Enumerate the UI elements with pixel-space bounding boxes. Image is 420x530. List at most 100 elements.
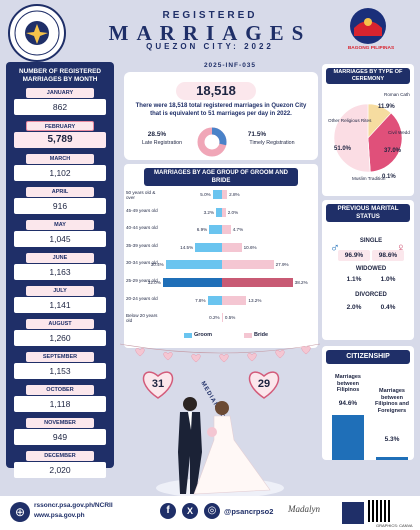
- age-label: 50 years old & over: [126, 190, 156, 201]
- citizenship-b-label: Marriages between Filipinos and Foreigne…: [375, 388, 409, 414]
- age-label: 35-39 years old: [126, 242, 158, 248]
- bride-pct: 38.2%: [294, 280, 308, 285]
- bride-bar: [222, 242, 242, 252]
- single-bride-pct: 98.6%: [372, 250, 404, 261]
- bride-legend-swatch: [244, 333, 252, 338]
- website-2[interactable]: www.psa.gov.ph: [34, 512, 85, 519]
- age-row: 35-39 years old 14.5% 10.6%: [124, 242, 318, 253]
- groom-pct: 32.0%: [147, 280, 161, 285]
- month-value: 1,153: [14, 363, 106, 379]
- month-label: MAY: [26, 220, 94, 230]
- social-handle: @psancrpso2: [224, 507, 274, 516]
- age-row: 25-29 years old 32.0% 38.2%: [124, 278, 318, 288]
- bp-label: BAGONG PILIPINAS: [347, 46, 395, 51]
- summary-text: There were 18,518 total registered marri…: [135, 103, 307, 117]
- month-value: 5,789: [14, 132, 106, 148]
- age-label: 45-49 years old: [126, 207, 158, 213]
- groom-bar: [207, 295, 222, 305]
- globe-icon: ⊕: [10, 502, 30, 522]
- marital-card: [322, 200, 414, 340]
- groom-bar: [165, 260, 222, 270]
- widowed-label: WIDOWED: [355, 266, 387, 272]
- month-value: 949: [14, 429, 106, 445]
- certification-badge: [342, 502, 364, 524]
- citizenship-b-pct: 5.3%: [384, 436, 400, 443]
- divorced-bride-pct: 0.4%: [380, 304, 396, 311]
- month-value: 1,141: [14, 297, 106, 313]
- month-label: APRIL: [26, 187, 94, 197]
- divorced-label: DIVORCED: [355, 292, 387, 298]
- age-row: 40-44 years old 6.9% 4.7%: [124, 225, 318, 235]
- title-line-1: REGISTERED: [162, 10, 258, 21]
- groom-bar: [209, 225, 222, 235]
- marital-title: PREVIOUS MARITAL STATUS: [326, 204, 410, 222]
- month-value: 1,045: [14, 231, 106, 247]
- bride-pct: 27.9%: [275, 262, 289, 268]
- citizenship-title: CITIZENSHIP: [326, 350, 410, 364]
- pie-pct: 0.1%: [382, 174, 396, 180]
- month-label: FEBRUARY: [26, 121, 94, 131]
- groom-pct: 14.5%: [180, 244, 194, 250]
- groom-pct: 30.4%: [150, 262, 164, 268]
- ceremony-title: MARRIAGES BY TYPE OF CEREMONY: [326, 68, 410, 84]
- bride-median-age: 29: [257, 378, 271, 390]
- groom-bar: [195, 242, 222, 252]
- bride-bar: [222, 260, 274, 270]
- groom-bar: [162, 278, 222, 287]
- month-value: 1,163: [14, 264, 106, 280]
- month-label: MARCH: [26, 154, 94, 164]
- age-label: 40-44 years old: [126, 225, 158, 231]
- groom-median-age: 31: [151, 378, 165, 390]
- groom-pct: 3.2%: [203, 209, 215, 215]
- months-title: NUMBER OF REGISTERED MARRIAGES BY MONTH: [18, 68, 102, 83]
- age-group-title: MARRIAGES BY AGE GROUP OF GROOM AND BRID…: [144, 168, 298, 186]
- citizenship-b-bar: [376, 457, 408, 460]
- groom-median-heart: [142, 371, 174, 399]
- month-value: 1,260: [14, 330, 106, 346]
- age-label: Below 20 years old: [126, 313, 158, 324]
- age-label: 25-29 years old: [126, 278, 158, 283]
- website-1[interactable]: rssoncr.psa.gov.ph/NCRII: [34, 502, 113, 509]
- groom-pct: 5.0%: [200, 192, 211, 197]
- couple-illustration: [156, 397, 284, 496]
- signature: Madalyn: [288, 504, 320, 514]
- pie-label: Muslim Tradition: [352, 176, 386, 181]
- groom-legend-swatch: [184, 333, 192, 338]
- title-line-2: MARRIAGES: [108, 21, 312, 45]
- month-label: AUGUST: [26, 319, 94, 329]
- widowed-groom-pct: 1.1%: [346, 276, 362, 283]
- bride-bar: [222, 190, 228, 199]
- female-symbol-icon: ♀: [396, 240, 406, 255]
- bride-pct: 10.6%: [243, 244, 257, 250]
- psa-logo: [8, 4, 66, 62]
- groom-bar: [212, 190, 222, 199]
- pie-pct: 37.0%: [384, 148, 402, 154]
- month-value: 1,118: [14, 396, 106, 412]
- bride-pct: 4.7%: [232, 227, 244, 233]
- age-chart: 50 years old & over 5.0% 2.8% 45-49 years o…: [124, 190, 318, 340]
- qr-code: [368, 500, 390, 522]
- month-value: 1,102: [14, 165, 106, 181]
- month-label: DECEMBER: [26, 451, 94, 461]
- single-groom-pct: 96.9%: [338, 250, 370, 261]
- timely-label: Timely Registration: [249, 140, 295, 146]
- bride-bar: [222, 225, 231, 235]
- month-value: 2,020: [14, 462, 106, 478]
- timely-pct: 71.5%: [247, 131, 267, 138]
- month-value: 862: [14, 99, 106, 115]
- citizenship-a-bar: [332, 414, 364, 460]
- age-label: 20-24 years old: [126, 295, 158, 301]
- facebook-icon[interactable]: f: [160, 503, 176, 519]
- months-panel: NUMBER OF REGISTERED MARRIAGES BY MONTH …: [6, 62, 114, 478]
- age-row: Below 20 years old 0.2% 0.5%: [124, 313, 318, 323]
- age-row: 30-34 years old 30.4% 27.9%: [124, 260, 318, 270]
- age-row: 45-49 years old 3.2% 2.0%: [124, 207, 318, 218]
- groom-pct: 7.8%: [195, 297, 206, 303]
- bride-bar: [222, 295, 247, 305]
- title-line-3: QUEZON CITY: 2022: [146, 42, 274, 51]
- age-label: 30-34 years old: [126, 260, 158, 266]
- pie-pct: 51.0%: [334, 146, 352, 152]
- x-icon[interactable]: X: [182, 503, 198, 519]
- instagram-icon[interactable]: ◎: [204, 503, 220, 519]
- pie-slice: [367, 112, 403, 173]
